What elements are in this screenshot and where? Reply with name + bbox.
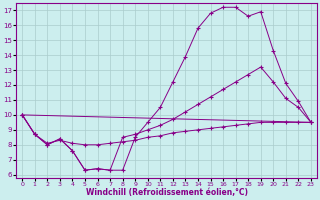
X-axis label: Windchill (Refroidissement éolien,°C): Windchill (Refroidissement éolien,°C)	[85, 188, 248, 197]
